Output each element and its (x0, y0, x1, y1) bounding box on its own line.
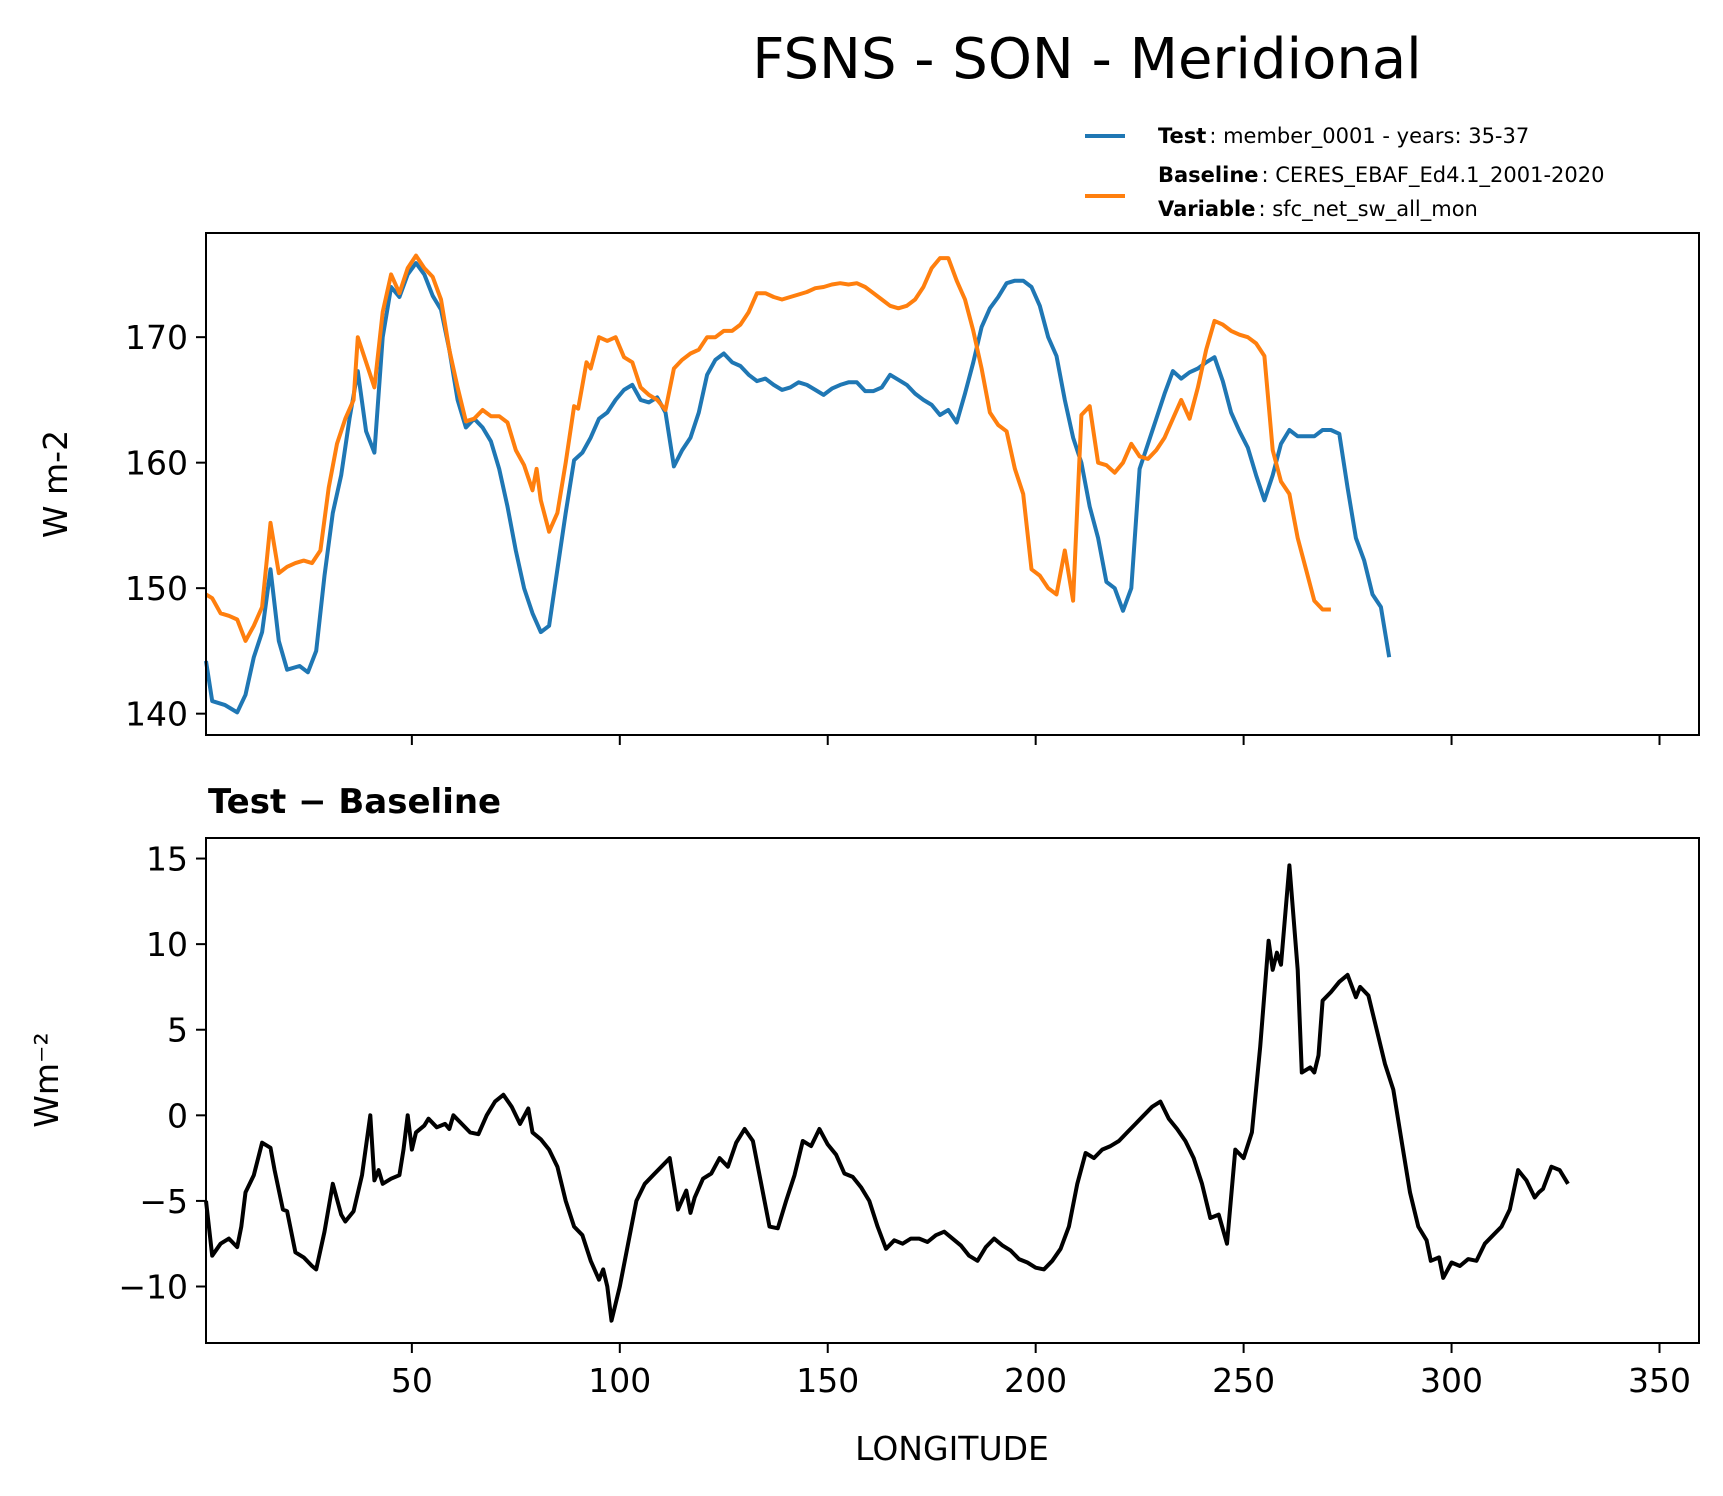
bottom-title: Test − Baseline (208, 782, 501, 822)
bottom-x-tick-label: 250 (1212, 1361, 1275, 1400)
bottom-x-tick-label: 200 (1004, 1361, 1067, 1400)
bottom-y-tick-label: 5 (167, 1011, 188, 1050)
bottom-y-tick-label: −10 (118, 1268, 188, 1307)
bottom-x-ticks: 50 100 150 200 250 300 350 (391, 1343, 1691, 1400)
top-panel: 140 150 160 170 W m-2 (36, 232, 1700, 745)
bottom-y-ticks: −10 −5 0 5 10 15 (118, 840, 206, 1307)
series-line-baseline (204, 253, 1331, 643)
bottom-x-label: LONGITUDE (855, 1429, 1049, 1468)
bottom-y-tick-label: 15 (146, 840, 188, 879)
bottom-x-tick-label: 50 (391, 1361, 433, 1400)
bottom-x-tick-label: 150 (796, 1361, 859, 1400)
bottom-y-tick-label: 0 (167, 1096, 188, 1135)
series-line-test (204, 261, 1392, 715)
top-axes-frame (205, 232, 1700, 736)
legend-baseline-label: Baseline: CERES_EBAF_Ed4.1_2001-2020 (1158, 163, 1604, 188)
figure-title: FSNS - SON - Meridional (752, 27, 1421, 92)
top-y-tick-label: 160 (125, 444, 188, 483)
legend: Test: member_0001 - years: 35-37 Baselin… (1085, 124, 1604, 222)
bottom-y-tick-label: 10 (146, 925, 188, 964)
bottom-x-tick-label: 100 (588, 1361, 651, 1400)
bottom-axes-frame (205, 837, 1700, 1344)
top-y-tick-label: 170 (125, 318, 188, 357)
bottom-y-label: Wm⁻² (27, 1032, 66, 1127)
top-x-ticks (410, 735, 1661, 745)
series-line-diff (204, 863, 1570, 1323)
top-y-label: W m-2 (36, 430, 75, 538)
legend-test-label: Test: member_0001 - years: 35-37 (1158, 124, 1529, 149)
top-y-tick-label: 150 (125, 569, 188, 608)
bottom-x-tick-label: 300 (1420, 1361, 1483, 1400)
bottom-panel: 50 100 150 200 250 300 350 −10 −5 0 5 10 15 Wm⁻² LO… (27, 837, 1700, 1468)
top-y-tick-label: 140 (125, 695, 188, 734)
bottom-y-tick-label: −5 (139, 1182, 188, 1221)
bottom-x-tick-label: 350 (1628, 1361, 1691, 1400)
top-series (204, 253, 1392, 715)
bottom-series (204, 863, 1570, 1323)
legend-variable-label: Variable: sfc_net_sw_all_mon (1158, 197, 1478, 222)
top-y-ticks: 140 150 160 170 (125, 318, 206, 734)
